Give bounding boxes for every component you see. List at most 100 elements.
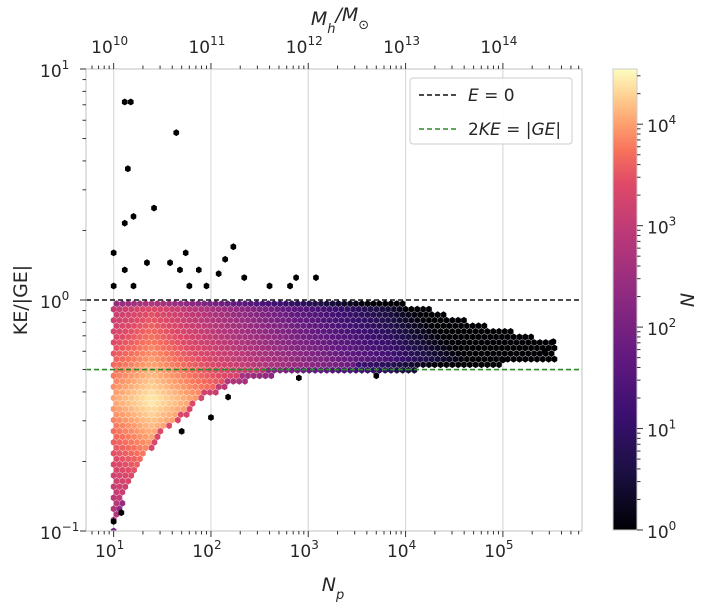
hex-cell (178, 322, 184, 330)
colorbar: 100 101 102 103 104 N (612, 68, 699, 543)
hex-cell (452, 344, 458, 352)
hex-cell (125, 300, 132, 308)
hex-cell (335, 322, 342, 330)
hex-cell (189, 355, 196, 363)
hex-cell (478, 339, 485, 346)
hex-cell (481, 344, 488, 352)
hex-cell (157, 416, 164, 424)
hex-cell (128, 416, 134, 424)
hex-cell (288, 344, 295, 352)
hex-cell (183, 333, 190, 341)
hex-cell (169, 316, 175, 324)
hex-cell (172, 400, 178, 407)
hex-cell (370, 311, 377, 319)
hex-cell (283, 344, 289, 352)
hex-cell (169, 372, 175, 380)
hex-cell (335, 355, 342, 363)
hex-cell (394, 366, 400, 374)
hex-cell (306, 322, 313, 330)
hex-cell (326, 305, 333, 313)
hex-cell (402, 328, 409, 335)
hex-cell (315, 316, 321, 324)
hex-cell (160, 366, 167, 374)
hex-cell (388, 333, 394, 341)
hex-cell (286, 328, 292, 335)
hex-cell (248, 300, 254, 308)
hex-cell (119, 466, 126, 474)
outlier-hex (182, 249, 189, 257)
hex-cell (119, 389, 126, 396)
hex-cell (265, 322, 272, 330)
hex-cell (297, 350, 304, 357)
hex-cell (443, 316, 450, 324)
hex-cell (288, 322, 295, 330)
hex-cell (116, 372, 123, 380)
hex-cell (469, 333, 476, 341)
hex-cell (213, 355, 219, 363)
hex-cell (259, 322, 266, 330)
hex-cell (309, 328, 315, 335)
hex-cell (449, 361, 456, 369)
hex-cell (440, 322, 447, 330)
x-axis-label: Np (322, 574, 344, 603)
hex-cell (236, 377, 242, 385)
hex-cell (160, 322, 167, 330)
hex-cell (198, 372, 205, 380)
hex-cell (113, 411, 120, 418)
hex-cell (122, 328, 129, 335)
hex-cell (122, 416, 129, 424)
hex-cell (140, 438, 146, 446)
hex-cell (166, 300, 172, 308)
hex-cell (259, 300, 266, 308)
hex-cell (201, 344, 207, 352)
hex-cell (277, 300, 283, 308)
hex-cell (315, 305, 321, 313)
hex-cell (186, 305, 193, 313)
hex-cell (140, 350, 146, 357)
hex-cell (183, 411, 190, 418)
hex-cell (426, 305, 432, 313)
hex-cell (166, 389, 172, 396)
hex-cell (277, 311, 283, 319)
hex-cell (116, 494, 123, 502)
hex-cell (399, 322, 406, 330)
hex-cell (256, 372, 263, 380)
y-tick-label: 101 (40, 58, 69, 82)
hex-cell (201, 377, 207, 385)
hex-cell (230, 322, 237, 330)
hex-cell (440, 333, 447, 341)
hex-cell (493, 355, 499, 363)
outlier-hex (110, 249, 117, 257)
hex-cell (227, 305, 234, 313)
hex-cell (323, 322, 330, 330)
hex-cell (192, 372, 199, 380)
hex-cell (128, 372, 134, 380)
hex-cell (151, 416, 158, 424)
hex-cell (113, 400, 120, 407)
hex-cell (210, 383, 216, 391)
hex-cell (256, 305, 263, 313)
hex-cell (385, 305, 391, 313)
hex-cell (496, 361, 502, 369)
hex-cell (172, 333, 178, 341)
hex-cell (353, 322, 359, 330)
hex-cell (221, 328, 228, 335)
hex-cell (134, 394, 140, 402)
hex-cell (195, 300, 202, 308)
hex-cell (204, 305, 210, 313)
hex-cell (396, 361, 403, 369)
hex-cell (148, 433, 155, 441)
hex-cell (131, 300, 137, 308)
hex-cell (458, 355, 464, 363)
hex-cell (329, 311, 336, 319)
hex-cell (396, 350, 403, 357)
hex-cell (467, 328, 473, 335)
hex-cell (382, 344, 388, 352)
hex-cell (306, 300, 313, 308)
hex-cell (218, 322, 225, 330)
hex-cell (344, 350, 350, 357)
hex-cell (195, 311, 202, 319)
hex-cell (113, 433, 120, 441)
hex-cell (204, 383, 210, 391)
hex-cell (213, 377, 219, 385)
